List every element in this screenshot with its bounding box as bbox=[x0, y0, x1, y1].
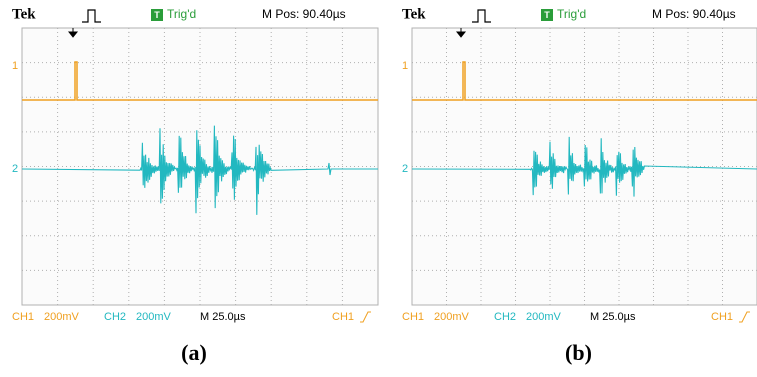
channel-marker: 1 bbox=[402, 60, 408, 72]
figure: Tek T Trig'd M Pos: 90.40µs 1 2 CH1 200mV CH2 200… bbox=[0, 0, 757, 377]
brand: Tek bbox=[12, 6, 36, 22]
ch2-scale: 200mV bbox=[526, 311, 562, 323]
pulse-icon bbox=[472, 10, 491, 22]
trigger-letter: T bbox=[154, 10, 160, 20]
ch1-scale: 200mV bbox=[434, 311, 470, 323]
trigger-status: Trig'd bbox=[557, 7, 586, 21]
trigger-status: Trig'd bbox=[167, 7, 196, 21]
trigger-source: CH1 bbox=[711, 311, 733, 323]
brand: Tek bbox=[402, 6, 426, 22]
channel-marker: 2 bbox=[402, 163, 408, 175]
position: M Pos: 90.40µs bbox=[262, 7, 346, 21]
ch1-label: CH1 bbox=[12, 311, 34, 323]
timebase: M 25.0µs bbox=[590, 311, 636, 323]
ch2-scale: 200mV bbox=[136, 311, 172, 323]
ch2-label: CH2 bbox=[494, 311, 516, 323]
slope-icon bbox=[360, 312, 371, 322]
trigger-source: CH1 bbox=[332, 311, 354, 323]
slope-icon bbox=[739, 312, 750, 322]
caption: (a) bbox=[181, 340, 207, 365]
channel-marker: 2 bbox=[12, 163, 18, 175]
position: M Pos: 90.40µs bbox=[652, 7, 736, 21]
ch1-label: CH1 bbox=[402, 311, 424, 323]
caption: (b) bbox=[565, 340, 592, 365]
trigger-letter: T bbox=[544, 10, 550, 20]
scope-panel: Tek T Trig'd M Pos: 90.40µs 1 2 CH1 200mV CH2 200… bbox=[402, 6, 757, 365]
pulse-icon bbox=[82, 10, 101, 22]
channel-marker: 1 bbox=[12, 60, 18, 72]
scope-panel: Tek T Trig'd M Pos: 90.40µs 1 2 CH1 200mV CH2 200… bbox=[12, 6, 378, 365]
ch1-scale: 200mV bbox=[44, 311, 80, 323]
timebase: M 25.0µs bbox=[200, 311, 246, 323]
ch2-label: CH2 bbox=[104, 311, 126, 323]
